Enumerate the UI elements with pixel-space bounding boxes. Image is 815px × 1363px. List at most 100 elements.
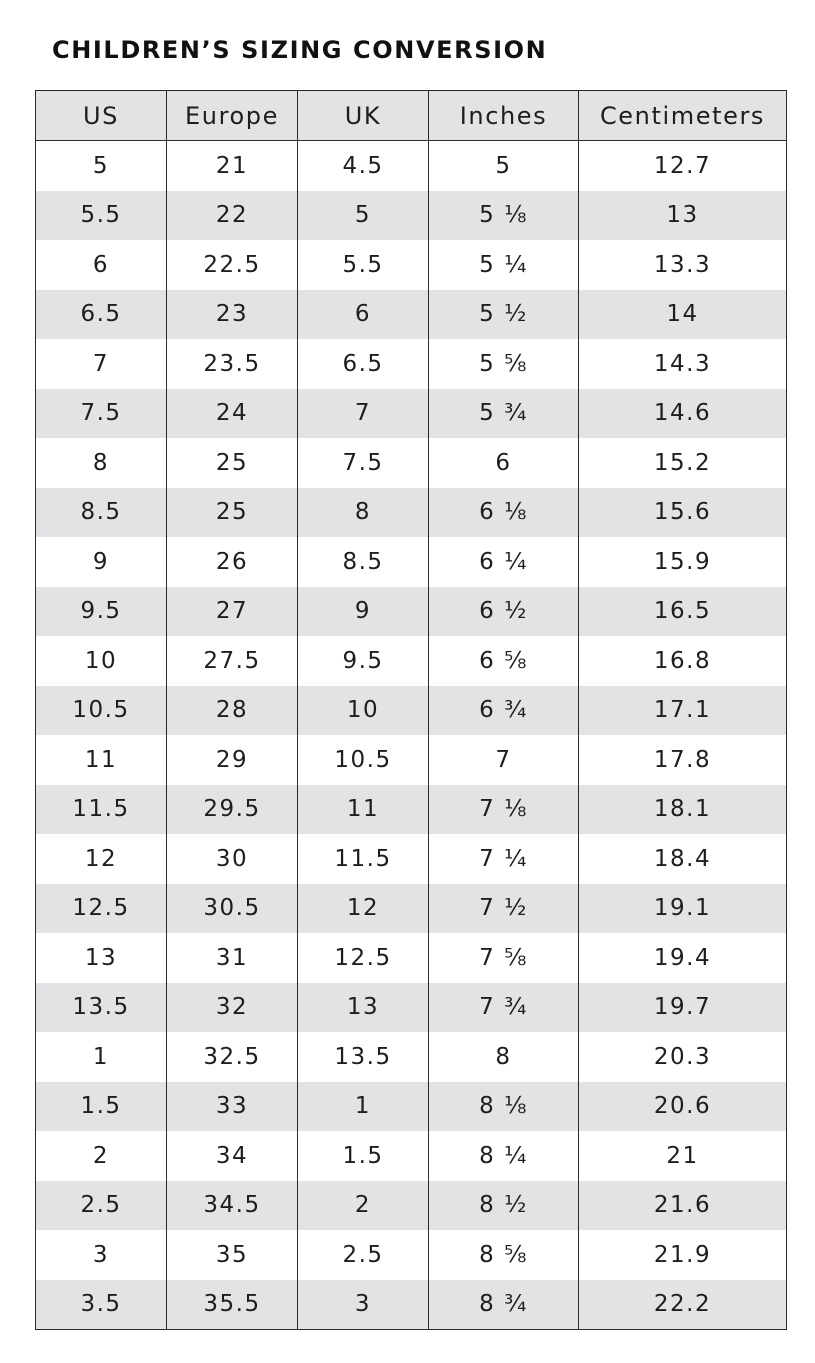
cell-centimeters: 20.3 [578,1032,787,1082]
cell-uk: 9.5 [297,636,429,686]
cell-us: 11 [35,735,167,785]
table-row: 3.5 35.5 3 8 ¾ 22.2 [35,1279,787,1330]
cell-uk: 13.5 [297,1032,429,1082]
table-row: 1 32.5 13.5 8 20.3 [35,1032,787,1082]
cell-uk: 1.5 [297,1131,429,1181]
cell-europe: 23.5 [166,339,298,389]
cell-centimeters: 16.5 [578,586,787,636]
cell-inches: 8 ½ [428,1180,579,1230]
cell-uk: 12.5 [297,933,429,983]
cell-uk: 11 [297,784,429,834]
table-row: 13 31 12.5 7 ⅝ 19.4 [35,933,787,983]
cell-us: 7.5 [35,388,167,438]
cell-europe: 25 [166,438,298,488]
table-row: 11 29 10.5 7 17.8 [35,735,787,785]
table-row: 6 22.5 5.5 5 ¼ 13.3 [35,240,787,290]
cell-inches: 6 ⅛ [428,487,579,537]
column-header-centimeters: Centimeters [578,90,787,141]
cell-uk: 10.5 [297,735,429,785]
cell-uk: 8 [297,487,429,537]
cell-europe: 29 [166,735,298,785]
cell-centimeters: 13.3 [578,240,787,290]
cell-centimeters: 18.1 [578,784,787,834]
cell-europe: 27 [166,586,298,636]
cell-uk: 10 [297,685,429,735]
table-header-row: US Europe UK Inches Centimeters [35,90,787,141]
cell-us: 11.5 [35,784,167,834]
column-header-europe: Europe [166,90,298,141]
cell-europe: 33 [166,1081,298,1131]
cell-inches: 5 ⅛ [428,190,579,240]
table-row: 2 34 1.5 8 ¼ 21 [35,1131,787,1181]
table-row: 2.5 34.5 2 8 ½ 21.6 [35,1180,787,1230]
cell-inches: 8 ¾ [428,1279,579,1330]
cell-us: 13 [35,933,167,983]
cell-centimeters: 19.7 [578,982,787,1032]
cell-us: 12.5 [35,883,167,933]
cell-us: 7 [35,339,167,389]
cell-europe: 35 [166,1230,298,1280]
table-row: 9.5 27 9 6 ½ 16.5 [35,586,787,636]
cell-uk: 7.5 [297,438,429,488]
cell-inches: 5 ¾ [428,388,579,438]
cell-centimeters: 12.7 [578,140,787,191]
cell-us: 6.5 [35,289,167,339]
cell-us: 2.5 [35,1180,167,1230]
cell-centimeters: 22.2 [578,1279,787,1330]
cell-centimeters: 18.4 [578,834,787,884]
cell-centimeters: 20.6 [578,1081,787,1131]
cell-centimeters: 13 [578,190,787,240]
cell-inches: 7 ⅝ [428,933,579,983]
cell-centimeters: 16.8 [578,636,787,686]
cell-europe: 21 [166,140,298,191]
cell-europe: 27.5 [166,636,298,686]
cell-inches: 5 [428,140,579,191]
cell-inches: 8 ⅝ [428,1230,579,1280]
cell-centimeters: 14 [578,289,787,339]
cell-centimeters: 17.1 [578,685,787,735]
cell-us: 5 [35,140,167,191]
cell-uk: 6 [297,289,429,339]
cell-europe: 35.5 [166,1279,298,1330]
table-row: 6.5 23 6 5 ½ 14 [35,289,787,339]
cell-europe: 34.5 [166,1180,298,1230]
cell-inches: 8 [428,1032,579,1082]
cell-inches: 7 ½ [428,883,579,933]
cell-uk: 11.5 [297,834,429,884]
table-row: 5.5 22 5 5 ⅛ 13 [35,190,787,240]
cell-europe: 24 [166,388,298,438]
cell-inches: 6 ¾ [428,685,579,735]
cell-europe: 31 [166,933,298,983]
cell-inches: 7 ¾ [428,982,579,1032]
cell-centimeters: 14.3 [578,339,787,389]
cell-centimeters: 15.6 [578,487,787,537]
cell-us: 12 [35,834,167,884]
table-row: 7.5 24 7 5 ¾ 14.6 [35,388,787,438]
cell-centimeters: 21 [578,1131,787,1181]
cell-uk: 2.5 [297,1230,429,1280]
cell-centimeters: 19.4 [578,933,787,983]
cell-uk: 5 [297,190,429,240]
cell-uk: 7 [297,388,429,438]
column-header-us: US [35,90,167,141]
cell-centimeters: 14.6 [578,388,787,438]
cell-us: 10.5 [35,685,167,735]
cell-uk: 12 [297,883,429,933]
cell-europe: 32 [166,982,298,1032]
cell-us: 5.5 [35,190,167,240]
cell-uk: 4.5 [297,140,429,191]
cell-inches: 7 ⅛ [428,784,579,834]
cell-europe: 25 [166,487,298,537]
cell-us: 6 [35,240,167,290]
cell-centimeters: 21.6 [578,1180,787,1230]
cell-us: 3.5 [35,1279,167,1330]
cell-europe: 30.5 [166,883,298,933]
cell-europe: 34 [166,1131,298,1181]
cell-uk: 5.5 [297,240,429,290]
cell-uk: 13 [297,982,429,1032]
cell-inches: 5 ½ [428,289,579,339]
table-row: 12.5 30.5 12 7 ½ 19.1 [35,883,787,933]
cell-inches: 6 ¼ [428,537,579,587]
page-title: CHILDREN’S SIZING CONVERSION [52,36,548,64]
cell-us: 1.5 [35,1081,167,1131]
